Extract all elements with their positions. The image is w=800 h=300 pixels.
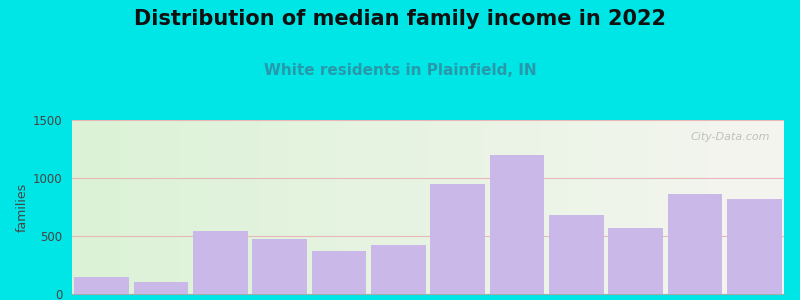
Bar	[549, 215, 604, 294]
Bar	[490, 155, 544, 294]
Text: White residents in Plainfield, IN: White residents in Plainfield, IN	[264, 63, 536, 78]
Text: City-Data.com: City-Data.com	[690, 132, 770, 142]
Bar	[430, 184, 485, 294]
Bar	[312, 251, 366, 294]
Bar	[608, 228, 663, 294]
Bar	[371, 245, 426, 294]
Bar	[668, 194, 722, 294]
Bar	[193, 231, 248, 294]
Y-axis label: families: families	[15, 182, 29, 232]
Bar	[252, 239, 307, 294]
Text: Distribution of median family income in 2022: Distribution of median family income in …	[134, 9, 666, 29]
Bar	[727, 199, 782, 294]
Bar	[74, 277, 129, 294]
Bar	[134, 282, 188, 294]
